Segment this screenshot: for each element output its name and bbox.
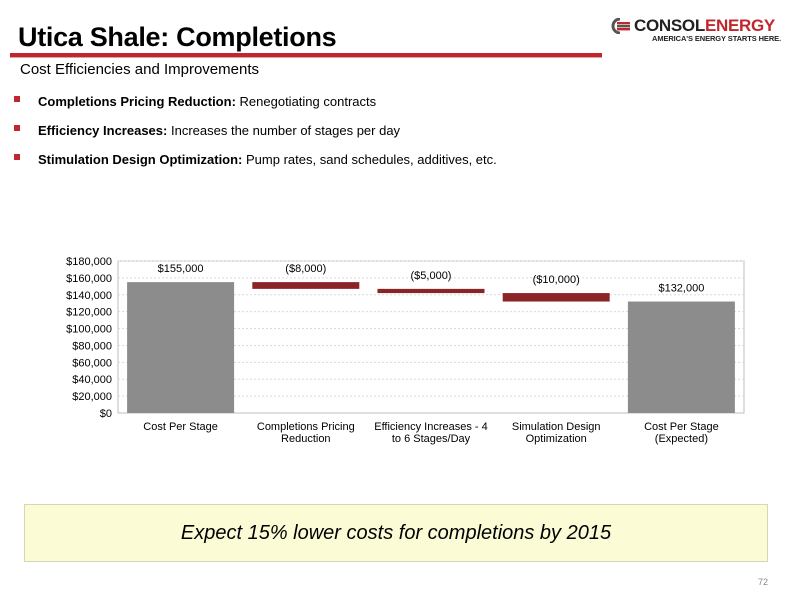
y-tick-label: $180,000	[66, 256, 112, 268]
callout-box: Expect 15% lower costs for completions b…	[24, 504, 768, 562]
bullet-heading: Efficiency Increases:	[38, 123, 168, 138]
y-tick-label: $100,000	[66, 324, 112, 336]
page-title: Utica Shale: Completions	[18, 22, 337, 52]
x-category-label: Simulation Design	[512, 421, 601, 433]
bullet-heading: Stimulation Design Optimization:	[38, 152, 243, 167]
x-category-label: to 6 Stages/Day	[392, 433, 471, 445]
bullet-text: Efficiency Increases: Increases the numb…	[38, 123, 400, 138]
bar-data-label: ($5,000)	[411, 270, 452, 282]
chart-svg: $0 $20,000 $40,000 $60,000 $80,000 $100,000 $1…	[66, 256, 745, 445]
bullet-item: Stimulation Design Optimization: Pump ra…	[14, 152, 774, 181]
bullet-square-icon	[14, 125, 20, 131]
x-category-label: Completions Pricing	[257, 421, 355, 433]
logo-wordmark: CONSOLENERGY	[634, 16, 775, 36]
bullet-detail: Renegotiating contracts	[239, 94, 377, 109]
bar-data-label: ($8,000)	[285, 263, 326, 275]
logo-brand-energy: ENERGY	[704, 16, 775, 35]
logo-tagline: AMERICA'S ENERGY STARTS HERE.	[652, 34, 782, 43]
bullet-text: Completions Pricing Reduction: Renegotia…	[38, 94, 376, 109]
bullet-square-icon	[14, 154, 20, 160]
x-category-label: Cost Per Stage	[143, 421, 218, 433]
y-tick-label: $0	[100, 408, 112, 420]
waterfall-chart: $0 $20,000 $40,000 $60,000 $80,000 $100,000 $1…	[0, 240, 800, 460]
bullet-item: Efficiency Increases: Increases the numb…	[14, 123, 774, 152]
bar-data-label: ($10,000)	[533, 274, 580, 286]
title-underline-shadow	[10, 57, 602, 58]
y-tick-label: $120,000	[66, 307, 112, 319]
y-tick-label: $160,000	[66, 273, 112, 285]
reduction-bar	[377, 288, 485, 294]
x-category-label: Cost Per Stage	[644, 421, 719, 433]
bar-data-label: $132,000	[658, 283, 704, 295]
bullet-item: Completions Pricing Reduction: Renegotia…	[14, 94, 774, 123]
x-category-label: Reduction	[281, 433, 331, 445]
reduction-bar	[502, 293, 610, 302]
total-bar	[627, 301, 735, 413]
x-category-label: (Expected)	[655, 433, 708, 445]
y-tick-label: $60,000	[72, 357, 112, 369]
bullet-heading: Completions Pricing Reduction:	[38, 94, 236, 109]
bullet-detail: Increases the number of stages per day	[170, 123, 401, 138]
logo-brand-consol: CONSOL	[634, 16, 705, 35]
consol-logo-icon	[611, 18, 630, 34]
y-tick-label: $80,000	[72, 340, 112, 352]
x-category-label: Optimization	[526, 433, 587, 445]
y-tick-label: $140,000	[66, 290, 112, 302]
bullet-text: Stimulation Design Optimization: Pump ra…	[38, 152, 497, 167]
y-tick-label: $40,000	[72, 374, 112, 386]
bar-data-label: $155,000	[158, 263, 204, 275]
callout-text: Expect 15% lower costs for completions b…	[180, 522, 612, 544]
title-underline	[10, 53, 602, 57]
reduction-bar	[252, 282, 360, 289]
consol-energy-logo: CONSOLENERGY AMERICA'S ENERGY STARTS HER…	[608, 16, 788, 46]
total-bar	[127, 282, 235, 413]
page-subtitle: Cost Efficiencies and Improvements	[20, 61, 259, 78]
bullet-list: Completions Pricing Reduction: Renegotia…	[14, 94, 774, 181]
x-category-label: Efficiency Increases - 4	[374, 421, 488, 433]
bullet-detail: Pump rates, sand schedules, additives, e…	[246, 152, 497, 167]
page-number: 72	[757, 577, 768, 587]
y-tick-label: $20,000	[72, 391, 112, 403]
bullet-square-icon	[14, 96, 20, 102]
